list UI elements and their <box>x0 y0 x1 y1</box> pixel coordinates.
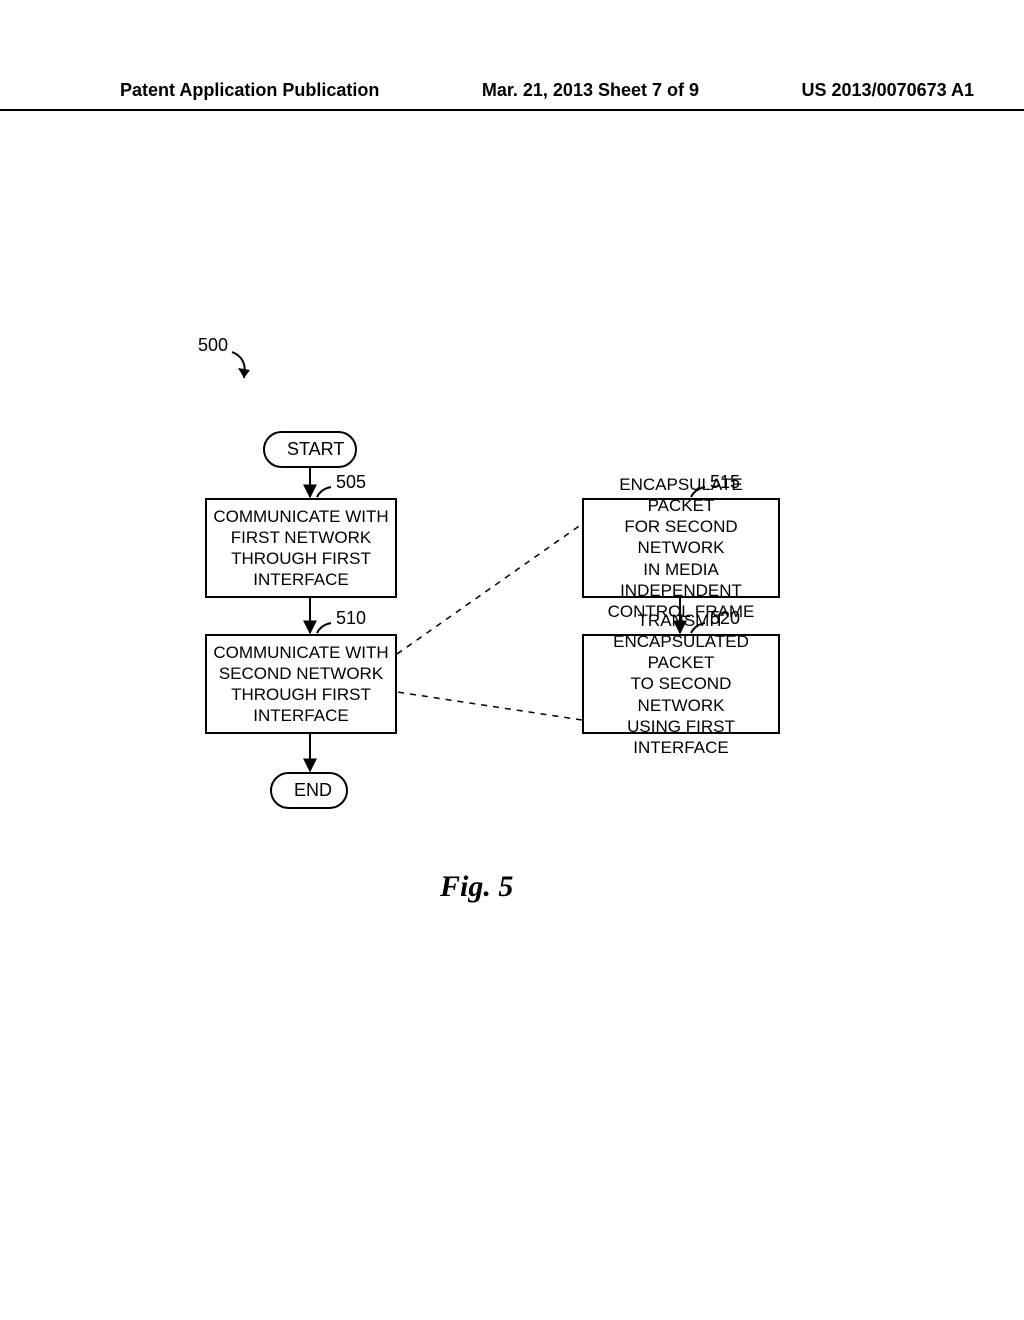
ref-505: 505 <box>336 472 366 493</box>
figure-caption: Fig. 5 <box>440 870 513 904</box>
node-515: ENCAPSULATE PACKETFOR SECOND NETWORKIN M… <box>582 498 780 598</box>
node-start-label: START <box>287 439 344 459</box>
node-520: TRANSMITENCAPSULATED PACKETTO SECOND NET… <box>582 634 780 734</box>
ref-510: 510 <box>336 608 366 629</box>
ref-515: 515 <box>710 472 740 493</box>
node-505-label: COMMUNICATE WITHFIRST NETWORKTHROUGH FIR… <box>213 506 388 591</box>
ref-500-arrowhead <box>238 368 250 378</box>
edge-510-515-dashed <box>397 524 582 654</box>
node-520-label: TRANSMITENCAPSULATED PACKETTO SECOND NET… <box>586 610 776 759</box>
node-515-label: ENCAPSULATE PACKETFOR SECOND NETWORKIN M… <box>586 474 776 623</box>
node-510-label: COMMUNICATE WITHSECOND NETWORKTHROUGH FI… <box>213 642 388 727</box>
ref-520: 520 <box>710 608 740 629</box>
edge-520-510-dashed <box>397 692 582 720</box>
node-start: START <box>263 431 357 468</box>
node-510: COMMUNICATE WITHSECOND NETWORKTHROUGH FI… <box>205 634 397 734</box>
node-end: END <box>270 772 348 809</box>
node-505: COMMUNICATE WITHFIRST NETWORKTHROUGH FIR… <box>205 498 397 598</box>
ref-500: 500 <box>198 335 228 356</box>
flowchart-svg <box>0 0 1024 1320</box>
ref-510-curve <box>317 623 331 633</box>
ref-505-curve <box>317 487 331 497</box>
node-end-label: END <box>294 780 332 800</box>
